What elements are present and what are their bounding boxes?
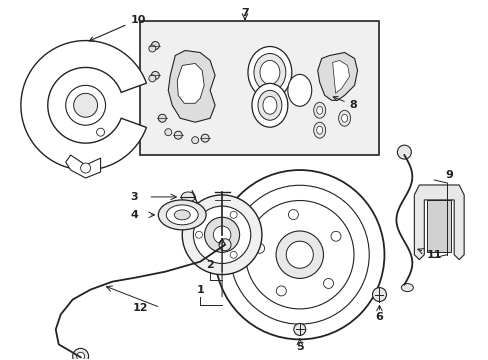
Text: 12: 12 bbox=[133, 302, 148, 312]
Ellipse shape bbox=[166, 205, 198, 225]
Circle shape bbox=[164, 129, 171, 136]
Text: 7: 7 bbox=[241, 8, 248, 18]
Ellipse shape bbox=[316, 106, 322, 114]
Circle shape bbox=[201, 134, 209, 142]
Text: 3: 3 bbox=[130, 192, 138, 202]
Polygon shape bbox=[413, 185, 463, 260]
Circle shape bbox=[151, 71, 159, 80]
Ellipse shape bbox=[287, 75, 311, 106]
Circle shape bbox=[73, 348, 88, 360]
Text: 11: 11 bbox=[426, 250, 441, 260]
Polygon shape bbox=[317, 53, 357, 100]
Bar bbox=[140, 21, 379, 155]
Ellipse shape bbox=[253, 54, 285, 91]
Circle shape bbox=[372, 288, 386, 302]
Text: 5: 5 bbox=[295, 342, 303, 352]
Circle shape bbox=[174, 131, 182, 139]
Circle shape bbox=[77, 352, 84, 360]
Ellipse shape bbox=[174, 210, 190, 220]
Polygon shape bbox=[177, 63, 203, 103]
Polygon shape bbox=[65, 155, 101, 178]
Circle shape bbox=[182, 195, 262, 275]
Ellipse shape bbox=[313, 122, 325, 138]
Circle shape bbox=[213, 226, 230, 244]
Ellipse shape bbox=[316, 126, 322, 134]
Ellipse shape bbox=[263, 96, 276, 114]
Circle shape bbox=[148, 75, 156, 82]
Circle shape bbox=[330, 231, 340, 241]
Circle shape bbox=[204, 217, 239, 252]
Ellipse shape bbox=[313, 102, 325, 118]
Polygon shape bbox=[21, 41, 146, 170]
Text: 4: 4 bbox=[130, 210, 138, 220]
Ellipse shape bbox=[260, 60, 279, 84]
Ellipse shape bbox=[158, 200, 206, 230]
Ellipse shape bbox=[338, 110, 350, 126]
Ellipse shape bbox=[251, 84, 287, 127]
Polygon shape bbox=[427, 200, 450, 252]
Ellipse shape bbox=[401, 284, 412, 292]
Circle shape bbox=[230, 251, 237, 258]
Ellipse shape bbox=[247, 46, 291, 98]
Circle shape bbox=[285, 241, 313, 268]
Circle shape bbox=[158, 114, 166, 122]
Circle shape bbox=[215, 170, 384, 339]
Polygon shape bbox=[332, 60, 349, 93]
Circle shape bbox=[276, 231, 323, 278]
Circle shape bbox=[288, 210, 298, 220]
Circle shape bbox=[293, 323, 305, 336]
Circle shape bbox=[230, 211, 237, 218]
Ellipse shape bbox=[181, 192, 195, 202]
Circle shape bbox=[254, 243, 264, 253]
Text: 10: 10 bbox=[89, 15, 145, 41]
Circle shape bbox=[74, 93, 98, 117]
Text: 1: 1 bbox=[196, 284, 203, 294]
Circle shape bbox=[96, 128, 104, 136]
Text: 6: 6 bbox=[375, 312, 383, 323]
Circle shape bbox=[195, 231, 202, 238]
Text: 8: 8 bbox=[332, 96, 357, 110]
Ellipse shape bbox=[341, 114, 347, 122]
Circle shape bbox=[219, 239, 230, 251]
Circle shape bbox=[148, 45, 156, 52]
Polygon shape bbox=[168, 50, 215, 122]
Circle shape bbox=[191, 137, 198, 144]
Circle shape bbox=[151, 41, 159, 50]
Circle shape bbox=[65, 85, 105, 125]
Text: 2: 2 bbox=[206, 260, 214, 270]
Circle shape bbox=[397, 145, 410, 159]
Text: 9: 9 bbox=[445, 170, 452, 180]
Circle shape bbox=[323, 279, 333, 288]
Ellipse shape bbox=[258, 90, 281, 120]
Circle shape bbox=[193, 206, 250, 264]
Circle shape bbox=[276, 286, 286, 296]
Circle shape bbox=[81, 163, 90, 173]
